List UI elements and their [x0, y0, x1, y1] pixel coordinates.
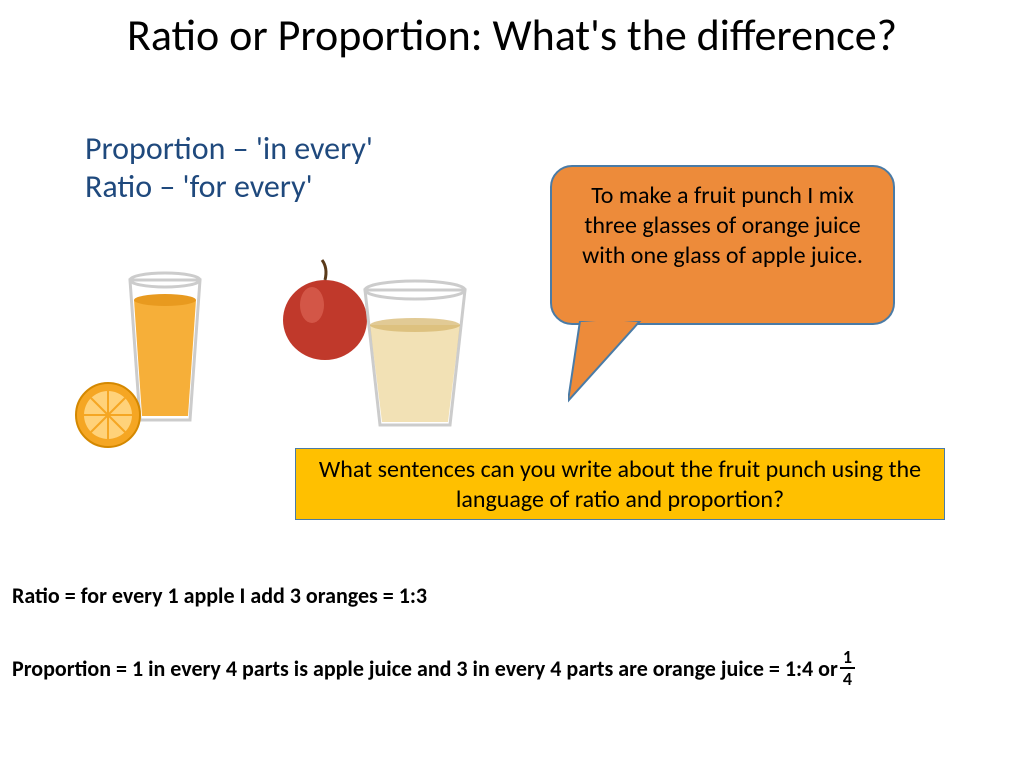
proportion-answer: Proportion = 1 in every 4 parts is apple…: [12, 648, 855, 688]
fraction-one-fourth: 1 4: [840, 648, 855, 688]
page-title: Ratio or Proportion: What's the differen…: [0, 0, 1024, 61]
question-text: What sentences can you write about the f…: [319, 455, 921, 514]
callout-text: To make a fruit punch I mix three glasse…: [582, 181, 863, 270]
fraction-numerator: 1: [840, 648, 855, 669]
definition-proportion: Proportion – 'in every': [85, 130, 373, 168]
proportion-text: Proportion = 1 in every 4 parts is apple…: [12, 655, 838, 682]
definition-ratio: Ratio – 'for every': [85, 168, 373, 206]
question-box: What sentences can you write about the f…: [295, 448, 945, 520]
fraction-denominator: 4: [840, 669, 855, 688]
apple-juice-illustration: [270, 250, 480, 455]
ratio-answer: Ratio = for every 1 apple I add 3 orange…: [12, 582, 427, 609]
orange-juice-illustration: [70, 260, 240, 455]
definitions-block: Proportion – 'in every' Ratio – 'for eve…: [85, 130, 373, 207]
speech-callout: To make a fruit punch I mix three glasse…: [550, 165, 895, 325]
